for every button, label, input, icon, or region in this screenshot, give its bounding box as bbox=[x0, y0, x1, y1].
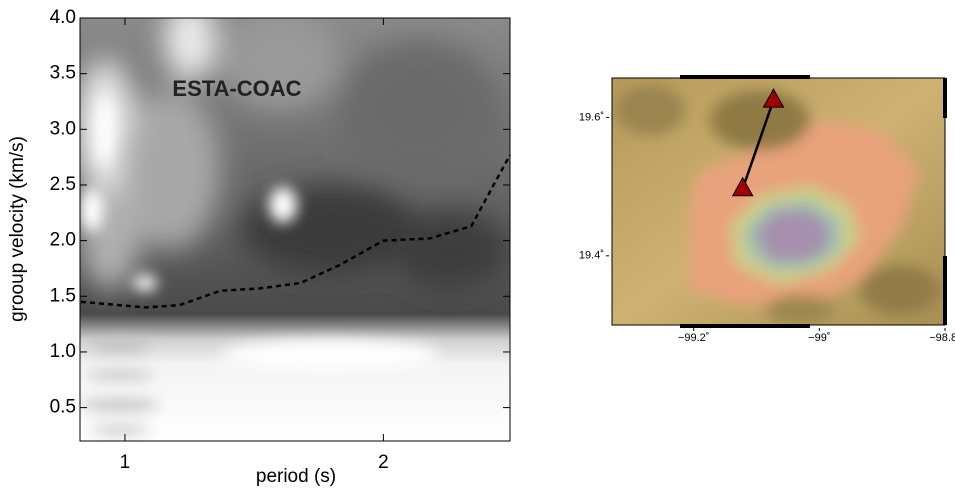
y-tick-label: 0.5 bbox=[50, 397, 76, 418]
station bbox=[762, 88, 785, 108]
annotation: ESTA-COAC bbox=[172, 76, 301, 101]
y-tick-label: 1.0 bbox=[50, 341, 76, 362]
y-tick-label: 3.5 bbox=[50, 63, 76, 84]
map-y-tick-label: 19.6˚ bbox=[579, 111, 604, 123]
x-tick-label: 2 bbox=[378, 452, 389, 473]
map-x-tick-label: −99˚ bbox=[808, 332, 830, 344]
map-border bbox=[680, 75, 947, 328]
contour-image bbox=[80, 18, 510, 441]
y-tick-label: 4.0 bbox=[50, 7, 76, 28]
y-tick-label: 2.5 bbox=[50, 174, 76, 195]
station bbox=[731, 176, 754, 197]
map-image bbox=[612, 78, 945, 325]
y-tick-label: 3.0 bbox=[50, 118, 76, 139]
y-tick-label: 2.0 bbox=[50, 230, 76, 251]
x-axis-label: period (s) bbox=[256, 466, 336, 487]
map-y-tick-label: 19.4˚ bbox=[579, 250, 604, 262]
plot-frame bbox=[79, 17, 511, 442]
x-tick-label: 1 bbox=[120, 452, 131, 473]
y-tick-label: 1.5 bbox=[50, 285, 76, 306]
map-x-tick-label: −99.2˚ bbox=[678, 332, 710, 344]
map-x-tick-label: −98.8˚ bbox=[929, 332, 955, 344]
y-axis-label: grooup velocity (km/s) bbox=[7, 136, 28, 322]
station-path bbox=[741, 99, 775, 190]
